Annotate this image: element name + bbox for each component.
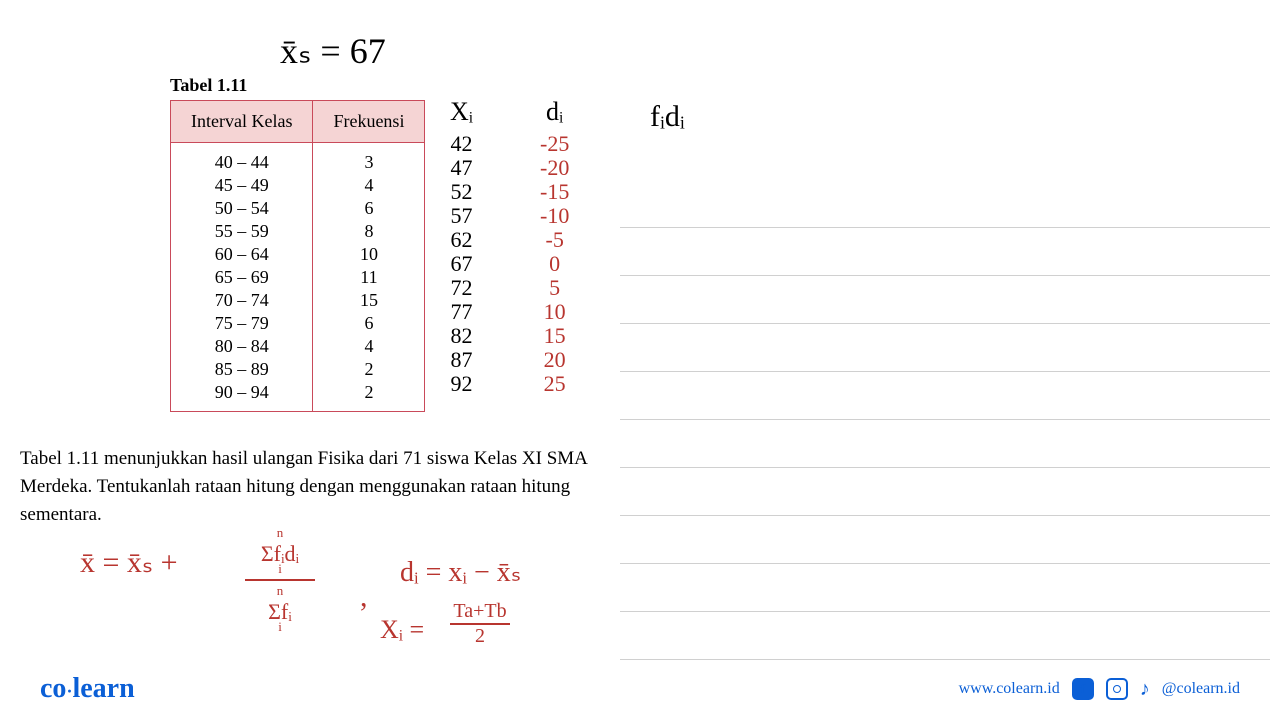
di-value: -20 <box>540 156 569 180</box>
xi-value: 77 <box>450 300 473 324</box>
xi-value: 67 <box>450 252 473 276</box>
sigma-i-bot: i <box>245 619 315 635</box>
table-cell: 10 <box>313 243 425 266</box>
table-cell: 90 – 94 <box>171 381 313 404</box>
table-cell: 3 <box>313 151 425 174</box>
logo-co: co <box>40 673 66 704</box>
table-cell: 75 – 79 <box>171 312 313 335</box>
table-row: 90 – 942 <box>171 381 425 404</box>
table-cell: 65 – 69 <box>171 266 313 289</box>
xi-header: Xᵢ <box>450 100 473 124</box>
table-cell: 6 <box>313 197 425 220</box>
formula-xi: Xᵢ = <box>380 615 424 645</box>
formula-di: dᵢ = xᵢ − x̄ₛ <box>400 555 521 589</box>
xi-value: 72 <box>450 276 473 300</box>
table-header-frekuensi: Frekuensi <box>313 101 425 143</box>
table-cell: 80 – 84 <box>171 335 313 358</box>
formula-fraction: n Σfᵢdᵢ i n Σfᵢ i <box>245 525 315 635</box>
di-value: 15 <box>540 324 569 348</box>
xi-value: 42 <box>450 132 473 156</box>
di-header: dᵢ <box>540 100 569 124</box>
table-cell: 11 <box>313 266 425 289</box>
table-cell: 45 – 49 <box>171 174 313 197</box>
table-cell: 15 <box>313 289 425 312</box>
xi-column: Xᵢ 4247525762677277828792 <box>450 100 473 396</box>
xi-value: 57 <box>450 204 473 228</box>
formula-xi-frac: Ta+Tb 2 <box>450 600 510 648</box>
xi-eq: Xᵢ = <box>380 615 424 644</box>
problem-description: Tabel 1.11 menunjukkan hasil ulangan Fis… <box>20 445 620 529</box>
facebook-icon: f <box>1072 678 1094 700</box>
formula-mean: x̄ = x̄ₛ + <box>80 545 178 580</box>
di-value: 25 <box>540 372 569 396</box>
table-cell: 4 <box>313 335 425 358</box>
xi-value: 47 <box>450 156 473 180</box>
xi-value: 62 <box>450 228 473 252</box>
table-cell: 2 <box>313 358 425 381</box>
table-row: 75 – 796 <box>171 312 425 335</box>
table-row: 45 – 494 <box>171 174 425 197</box>
table-cell: 70 – 74 <box>171 289 313 312</box>
di-value: 0 <box>540 252 569 276</box>
di-value: -10 <box>540 204 569 228</box>
formula-main-text: x̄ = x̄ₛ + <box>80 546 178 579</box>
footer-url: www.colearn.id <box>959 680 1060 698</box>
table-cell: 40 – 44 <box>171 151 313 174</box>
table-cell: 6 <box>313 312 425 335</box>
table-body: 40 – 44345 – 49450 – 54655 – 59860 – 641… <box>171 143 425 412</box>
fidi-header: fᵢdᵢ <box>650 100 685 134</box>
sigma-n-top: n <box>245 525 315 541</box>
xi-value: 52 <box>450 180 473 204</box>
xs-annotation: x̄ₛ = 67 <box>280 30 386 72</box>
table-row: 60 – 6410 <box>171 243 425 266</box>
table-cell: 8 <box>313 220 425 243</box>
footer-handle: @colearn.id <box>1162 680 1240 698</box>
di-value: -25 <box>540 132 569 156</box>
formula-comma: , <box>360 580 368 614</box>
xi-frac-top: Ta+Tb <box>450 600 510 623</box>
table-cell: 50 – 54 <box>171 197 313 220</box>
xi-frac-bot: 2 <box>450 625 510 648</box>
xi-value: 87 <box>450 348 473 372</box>
sigma-i-top: i <box>245 561 315 577</box>
table-row: 80 – 844 <box>171 335 425 358</box>
xi-value: 92 <box>450 372 473 396</box>
table-row: 65 – 6911 <box>171 266 425 289</box>
table-header-interval: Interval Kelas <box>171 101 313 143</box>
footer-right: www.colearn.id f ♪ @colearn.id <box>959 678 1240 701</box>
table-cell: 85 – 89 <box>171 358 313 381</box>
di-value: 5 <box>540 276 569 300</box>
logo: co·learn <box>40 673 135 705</box>
table-cell: 55 – 59 <box>171 220 313 243</box>
table-row: 85 – 892 <box>171 358 425 381</box>
table-row: 70 – 7415 <box>171 289 425 312</box>
di-value: 10 <box>540 300 569 324</box>
tiktok-icon: ♪ <box>1140 678 1150 701</box>
di-column: dᵢ -25-20-15-10-50510152025 <box>540 100 569 396</box>
table-cell: 60 – 64 <box>171 243 313 266</box>
notebook-lines <box>620 180 1270 660</box>
di-eq: dᵢ = xᵢ − x̄ₛ <box>400 557 521 588</box>
frequency-table: Interval Kelas Frekuensi 40 – 44345 – 49… <box>170 100 425 412</box>
table-cell: 4 <box>313 174 425 197</box>
table-title: Tabel 1.11 <box>170 75 247 96</box>
di-value: -5 <box>540 228 569 252</box>
instagram-icon <box>1106 678 1128 700</box>
sigma-n-bot: n <box>245 583 315 599</box>
di-value: 20 <box>540 348 569 372</box>
di-value: -15 <box>540 180 569 204</box>
logo-learn: learn <box>72 673 134 704</box>
table-row: 55 – 598 <box>171 220 425 243</box>
table-row: 50 – 546 <box>171 197 425 220</box>
table-cell: 2 <box>313 381 425 404</box>
table-row: 40 – 443 <box>171 151 425 174</box>
footer: co·learn www.colearn.id f ♪ @colearn.id <box>0 673 1280 705</box>
xi-value: 82 <box>450 324 473 348</box>
